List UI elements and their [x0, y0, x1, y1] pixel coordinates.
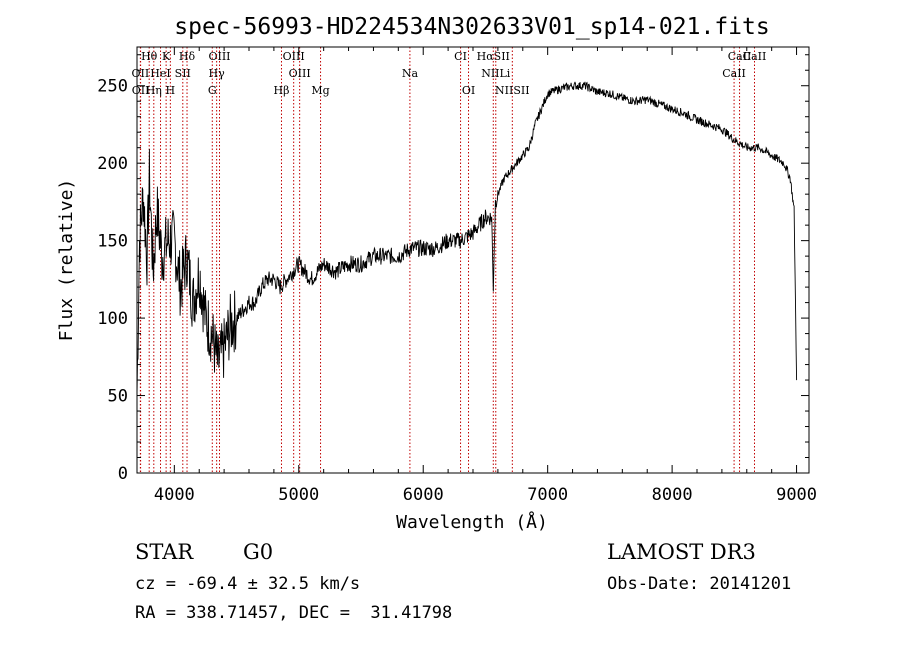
spectrum-line [136, 81, 798, 397]
line-marker-label: OII [132, 67, 150, 80]
x-tick-label: 9000 [776, 485, 817, 505]
spectrum-series [136, 81, 798, 397]
line-marker-label: Hβ [274, 84, 290, 97]
line-marker-label: OIII [283, 50, 305, 63]
line-marker-label: Hγ [209, 67, 226, 80]
line-marker-label: HeI [150, 67, 170, 80]
line-marker-label: G [208, 84, 217, 97]
y-axis-label: Flux (relative) [56, 179, 77, 342]
y-tick-label: 100 [97, 309, 128, 329]
line-marker-label: SII [175, 67, 191, 80]
line-marker-label: OIII [289, 67, 311, 80]
line-marker-label: K [162, 50, 171, 63]
line-marker-label: CaII [722, 67, 746, 80]
survey-name: LAMOST DR3 [607, 540, 756, 564]
line-marker-label: NIILi [481, 67, 511, 80]
y-tick-label: 0 [118, 464, 128, 484]
y-tick-label: 250 [97, 77, 128, 97]
line-marker-label: CI [454, 50, 467, 63]
x-axis-ticks: 4000 5000 6000 7000 8000 9000 [154, 47, 817, 505]
line-marker-label: OIII [208, 50, 230, 63]
x-tick-label: 8000 [652, 485, 693, 505]
line-marker-label: OII [132, 84, 150, 97]
object-subclass: G0 [243, 540, 274, 564]
redshift-cz: cz = -69.4 ± 32.5 km/s [135, 574, 361, 594]
y-tick-label: 50 [108, 387, 128, 407]
line-marker-label: Mg [311, 84, 329, 97]
line-marker-label: OI [462, 84, 475, 97]
y-axis-ticks: 0 50 100 150 200 250 [97, 54, 809, 484]
x-axis-label: Wavelength (Å) [396, 511, 548, 533]
line-marker-label: CaII [728, 50, 752, 63]
x-tick-label: 6000 [403, 485, 444, 505]
x-tick-label: 4000 [154, 485, 195, 505]
object-class: STAR [135, 540, 194, 564]
observation-date: Obs-Date: 20141201 [607, 574, 792, 594]
x-tick-label: 5000 [278, 485, 319, 505]
chart-title: spec-56993-HD224534N302633V01_sp14-021.f… [174, 14, 769, 40]
line-marker-label: NIISII [495, 84, 530, 97]
y-tick-label: 200 [97, 154, 128, 174]
line-marker-label: Hδ [179, 50, 196, 63]
line-marker-label: Na [402, 67, 419, 80]
line-marker-label: Hθ [141, 50, 158, 63]
line-marker-label: H [166, 84, 176, 97]
line-marker-label: Hη [146, 84, 162, 97]
ra-dec: RA = 338.71457, DEC = 31.41798 [135, 603, 453, 623]
line-marker-label: CaII [743, 50, 767, 63]
x-tick-label: 7000 [527, 485, 568, 505]
line-marker-label: HαSII [477, 50, 510, 63]
y-tick-label: 150 [97, 232, 128, 252]
plot-frame [136, 46, 810, 474]
